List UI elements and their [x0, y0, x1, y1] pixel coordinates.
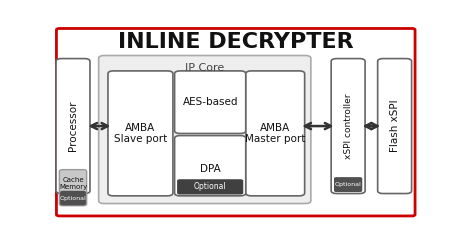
- FancyBboxPatch shape: [174, 71, 245, 134]
- FancyBboxPatch shape: [56, 59, 90, 194]
- Text: xSPI controller: xSPI controller: [343, 93, 352, 159]
- FancyBboxPatch shape: [174, 136, 245, 196]
- Text: Optional: Optional: [193, 182, 226, 191]
- FancyBboxPatch shape: [330, 59, 364, 194]
- FancyBboxPatch shape: [108, 71, 173, 196]
- Text: AMBA
Master port: AMBA Master port: [245, 123, 305, 144]
- FancyBboxPatch shape: [56, 29, 414, 216]
- FancyBboxPatch shape: [59, 170, 86, 206]
- Text: AES-based: AES-based: [182, 97, 237, 107]
- Text: Cache
Memory: Cache Memory: [59, 177, 87, 190]
- FancyBboxPatch shape: [246, 71, 304, 196]
- FancyBboxPatch shape: [60, 191, 86, 205]
- Text: IP Core: IP Core: [185, 63, 224, 73]
- FancyBboxPatch shape: [177, 179, 243, 195]
- Text: AMBA
Slave port: AMBA Slave port: [113, 123, 167, 144]
- Text: INLINE DECRYPTER: INLINE DECRYPTER: [118, 32, 353, 52]
- Text: DPA: DPA: [199, 165, 220, 174]
- Text: Flash xSPI: Flash xSPI: [389, 100, 399, 152]
- FancyBboxPatch shape: [377, 59, 411, 194]
- FancyBboxPatch shape: [98, 55, 310, 204]
- Text: Optional: Optional: [60, 196, 86, 201]
- FancyBboxPatch shape: [333, 177, 361, 192]
- Text: Optional: Optional: [334, 182, 361, 187]
- Text: Processor: Processor: [68, 101, 78, 151]
